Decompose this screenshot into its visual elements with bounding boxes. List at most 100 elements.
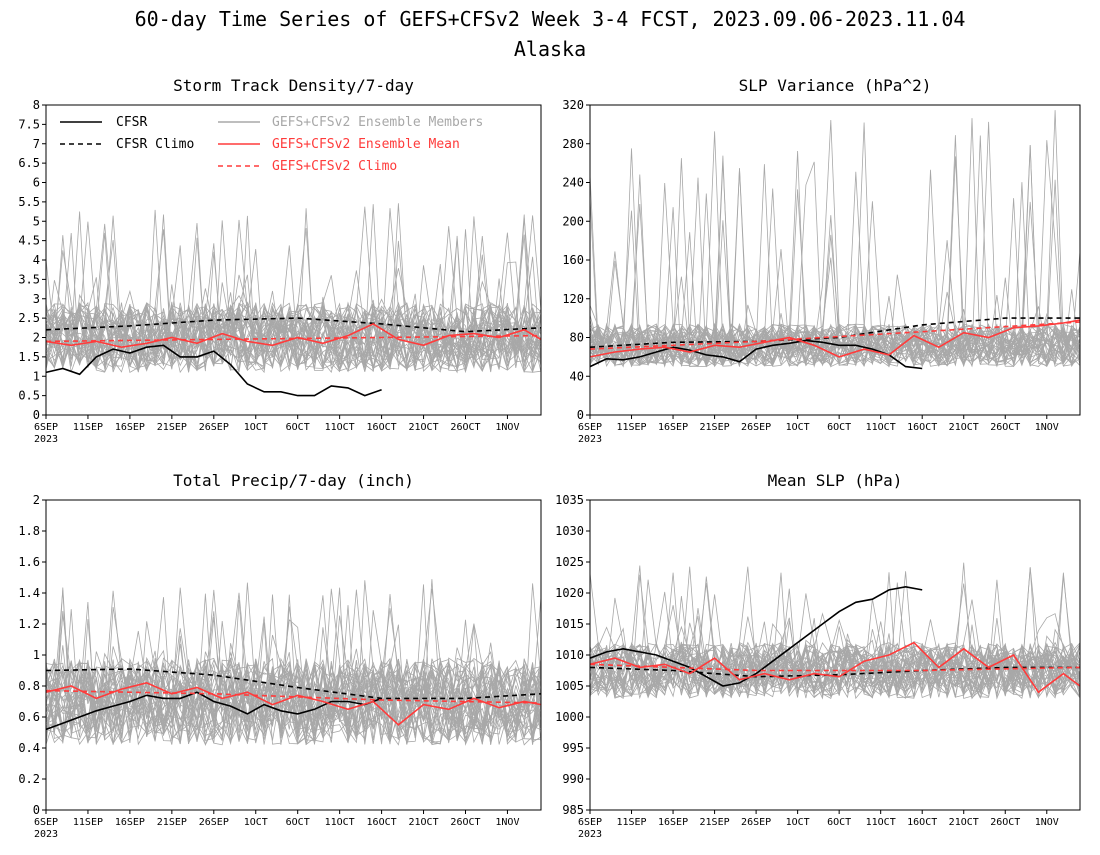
y-tick-label: 7 <box>33 137 40 151</box>
ensemble-member-line <box>590 110 1080 368</box>
y-tick-label: 1030 <box>555 524 584 538</box>
series-line-gefs-cfsv2-climo <box>589 321 1081 350</box>
y-tick-label: 1.8 <box>18 524 40 538</box>
figure-subtitle: Alaska <box>514 37 586 61</box>
y-tick-label: 0.8 <box>18 679 40 693</box>
y-tick-label: 1035 <box>555 493 584 507</box>
ensemble-member-line <box>46 587 541 745</box>
series-line-cfsr-climo <box>589 666 1080 678</box>
y-tick-label: 1 <box>33 369 40 383</box>
x-tick-label: 26SEP <box>199 817 229 828</box>
ensemble-member-line <box>46 652 541 746</box>
x-tick-label: 26OCT <box>450 422 480 433</box>
ensemble-members <box>46 579 541 746</box>
y-tick-label: 6.5 <box>18 156 40 170</box>
x-tick-label: 26OCT <box>990 422 1020 433</box>
series-line-cfsr <box>45 691 382 731</box>
y-tick-label: 7.5 <box>18 117 40 131</box>
plot-frame <box>589 104 1081 416</box>
y-tick-label: 1000 <box>555 710 584 724</box>
x-tick-label: 1OCT <box>244 422 268 433</box>
ensemble-member-line <box>46 302 541 372</box>
x-tick-label: 16OCT <box>367 817 397 828</box>
x-tick-label: 11SEP <box>616 422 646 433</box>
x-tick-label: 16SEP <box>115 422 145 433</box>
ensemble-member-line <box>590 565 1080 698</box>
x-tick-label: 1NOV <box>495 817 519 828</box>
series-line-gefs-cfsv2-climo <box>589 663 1081 672</box>
x-year-label: 2023 <box>578 434 602 445</box>
y-tick-label: 0.2 <box>18 772 40 786</box>
x-tick-label: 11OCT <box>325 422 355 433</box>
chart-panel: SLP Variance (hPa^2) 0 40 80 120 160 200 240 280… <box>562 76 1081 445</box>
y-tick-label: 0.5 <box>18 389 40 403</box>
legend-label: GEFS+CFSv2 Ensemble Mean <box>272 137 460 152</box>
chart-panel: Total Precip/7-day (inch)00.20.40.60.811… <box>18 471 542 840</box>
x-tick-label: 21SEP <box>157 422 187 433</box>
x-tick-label: 21OCT <box>949 422 979 433</box>
ensemble-members <box>46 203 541 374</box>
y-tick-label: 990 <box>562 772 584 786</box>
y-tick-label: 2 <box>33 493 40 507</box>
chart-panel: Storm Track Density/7-day 0 0.5 1 1.5 2 2.5 3 3.… <box>18 76 542 445</box>
ensemble-member-line <box>46 627 541 743</box>
x-tick-label: 1NOV <box>1035 422 1059 433</box>
ensemble-member-line <box>590 118 1080 368</box>
ensemble-member-line <box>590 201 1080 368</box>
x-tick-label: 6SEP <box>34 422 58 433</box>
ensemble-member-line <box>590 122 1080 368</box>
y-tick-label: 4 <box>33 253 40 267</box>
x-year-label: 2023 <box>34 829 58 840</box>
series-line-cfsr <box>45 344 382 397</box>
y-tick-label: 0 <box>577 408 584 422</box>
x-year-label: 2023 <box>34 434 58 445</box>
x-tick-label: 11OCT <box>866 422 896 433</box>
ensemble-member-line <box>46 583 541 743</box>
y-tick-label: 5.5 <box>18 195 40 209</box>
x-tick-label: 26SEP <box>199 422 229 433</box>
panel-title: SLP Variance (hPa^2) <box>739 76 932 95</box>
ensemble-member-line <box>46 658 541 744</box>
y-tick-label: 160 <box>562 253 584 267</box>
y-tick-label: 1010 <box>555 648 584 662</box>
x-tick-label: 16SEP <box>658 817 688 828</box>
x-tick-label: 6SEP <box>578 422 602 433</box>
x-tick-label: 21OCT <box>949 817 979 828</box>
panel-title: Mean SLP (hPa) <box>768 471 903 490</box>
y-tick-label: 200 <box>562 214 584 228</box>
y-tick-label: 1.4 <box>18 586 40 600</box>
series-line-cfsr-climo <box>589 317 1080 348</box>
ensemble-member-line <box>590 638 1080 697</box>
x-tick-label: 1OCT <box>786 422 810 433</box>
legend-label: CFSR Climo <box>116 137 194 152</box>
x-tick-label: 21SEP <box>157 817 187 828</box>
y-tick-label: 3 <box>33 292 40 306</box>
x-tick-label: 6OCT <box>286 817 310 828</box>
series-line-gefs-cfsv2-ensemble-mean <box>45 682 542 726</box>
panels: Storm Track Density/7-day 0 0.5 1 1.5 2 2.5 3 3.… <box>18 76 1081 840</box>
x-tick-label: 21SEP <box>700 817 730 828</box>
y-tick-label: 2 <box>33 331 40 345</box>
figure-title: 60-day Time Series of GEFS+CFSv2 Week 3-… <box>135 7 966 31</box>
y-tick-label: 1025 <box>555 555 584 569</box>
y-tick-label: 8 <box>33 98 40 112</box>
y-tick-label: 280 <box>562 137 584 151</box>
x-tick-label: 16SEP <box>115 817 145 828</box>
x-tick-label: 26OCT <box>990 817 1020 828</box>
ensemble-member-line <box>590 575 1080 699</box>
ensemble-member-line <box>46 280 541 373</box>
ensemble-member-line <box>590 642 1080 699</box>
y-tick-label: 985 <box>562 803 584 817</box>
y-tick-label: 5 <box>33 214 40 228</box>
x-tick-label: 6OCT <box>827 422 851 433</box>
x-tick-label: 21OCT <box>408 817 438 828</box>
ensemble-member-line <box>590 274 1080 368</box>
x-tick-label: 1OCT <box>244 817 268 828</box>
y-tick-label: 4.5 <box>18 234 40 248</box>
x-tick-label: 1NOV <box>1035 817 1059 828</box>
y-tick-label: 995 <box>562 741 584 755</box>
x-tick-label: 11OCT <box>866 817 896 828</box>
y-tick-label: 1.6 <box>18 555 40 569</box>
y-tick-label: 1.5 <box>18 350 40 364</box>
